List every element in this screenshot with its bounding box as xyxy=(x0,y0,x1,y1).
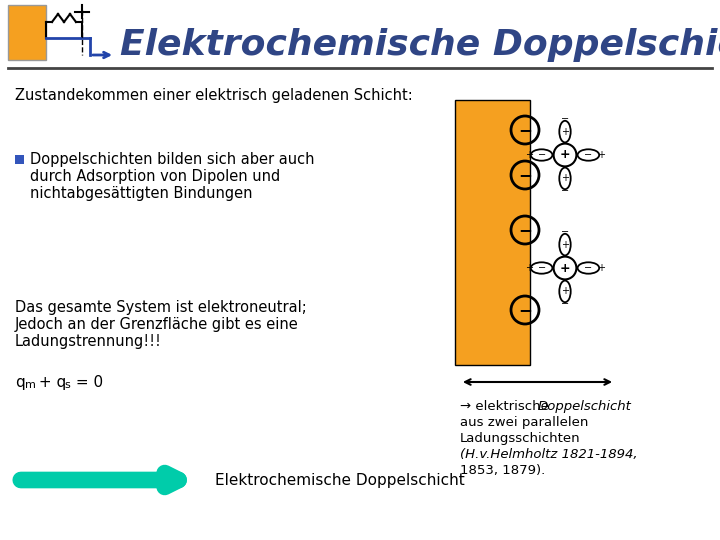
Text: −: − xyxy=(585,263,593,273)
Text: −: − xyxy=(561,113,569,124)
Text: +: + xyxy=(561,126,569,137)
Bar xyxy=(455,100,530,365)
Text: Ladungstrennung!!!: Ladungstrennung!!! xyxy=(15,334,162,349)
Text: +: + xyxy=(559,261,570,274)
Bar xyxy=(8,5,46,60)
Ellipse shape xyxy=(531,149,552,161)
Text: +: + xyxy=(561,173,569,184)
Text: Ladungsschichten: Ladungsschichten xyxy=(460,432,580,445)
Text: → elektrische: → elektrische xyxy=(460,400,553,413)
Text: +: + xyxy=(561,240,569,249)
Ellipse shape xyxy=(531,262,552,274)
Ellipse shape xyxy=(559,121,571,143)
Text: Jedoch an der Grenzfläche gibt es eine: Jedoch an der Grenzfläche gibt es eine xyxy=(15,317,299,332)
Ellipse shape xyxy=(559,234,571,255)
Ellipse shape xyxy=(559,167,571,189)
Text: −: − xyxy=(538,150,546,160)
Text: Das gesamte System ist elektroneutral;: Das gesamte System ist elektroneutral; xyxy=(15,300,307,315)
Text: +: + xyxy=(559,148,570,161)
Text: Doppelschichten bilden sich aber auch: Doppelschichten bilden sich aber auch xyxy=(30,152,315,167)
Text: durch Adsorption von Dipolen und: durch Adsorption von Dipolen und xyxy=(30,169,280,184)
Text: −: − xyxy=(518,121,532,139)
Text: (H.v.Helmholtz 1821-1894,: (H.v.Helmholtz 1821-1894, xyxy=(460,448,638,461)
Text: −: − xyxy=(561,186,569,197)
Text: m: m xyxy=(25,380,36,390)
Text: −: − xyxy=(518,301,532,319)
Bar xyxy=(15,155,24,164)
Text: −: − xyxy=(518,166,532,184)
Text: −: − xyxy=(518,221,532,239)
Text: aus zwei parallelen: aus zwei parallelen xyxy=(460,416,588,429)
Ellipse shape xyxy=(577,149,599,161)
Text: Elektrochemische Doppelschicht: Elektrochemische Doppelschicht xyxy=(120,28,720,62)
Text: Elektrochemische Doppelschicht: Elektrochemische Doppelschicht xyxy=(215,472,464,488)
Text: nichtabgesättigten Bindungen: nichtabgesättigten Bindungen xyxy=(30,186,253,201)
Text: +: + xyxy=(525,150,533,160)
Ellipse shape xyxy=(559,281,571,302)
Text: −: − xyxy=(585,150,593,160)
Text: 1853, 1879).: 1853, 1879). xyxy=(460,464,545,477)
Text: +: + xyxy=(598,150,606,160)
Text: −: − xyxy=(561,227,569,237)
Text: q: q xyxy=(15,375,24,390)
Text: +: + xyxy=(561,286,569,296)
Text: = 0: = 0 xyxy=(71,375,103,390)
Text: Doppelschicht: Doppelschicht xyxy=(538,400,632,413)
Text: −: − xyxy=(538,263,546,273)
Ellipse shape xyxy=(577,262,599,274)
Text: +: + xyxy=(525,263,533,273)
Text: + q: + q xyxy=(34,375,66,390)
Text: s: s xyxy=(64,380,70,390)
Text: −: − xyxy=(561,299,569,309)
Text: +: + xyxy=(598,263,606,273)
Text: Zustandekommen einer elektrisch geladenen Schicht:: Zustandekommen einer elektrisch geladene… xyxy=(15,88,413,103)
